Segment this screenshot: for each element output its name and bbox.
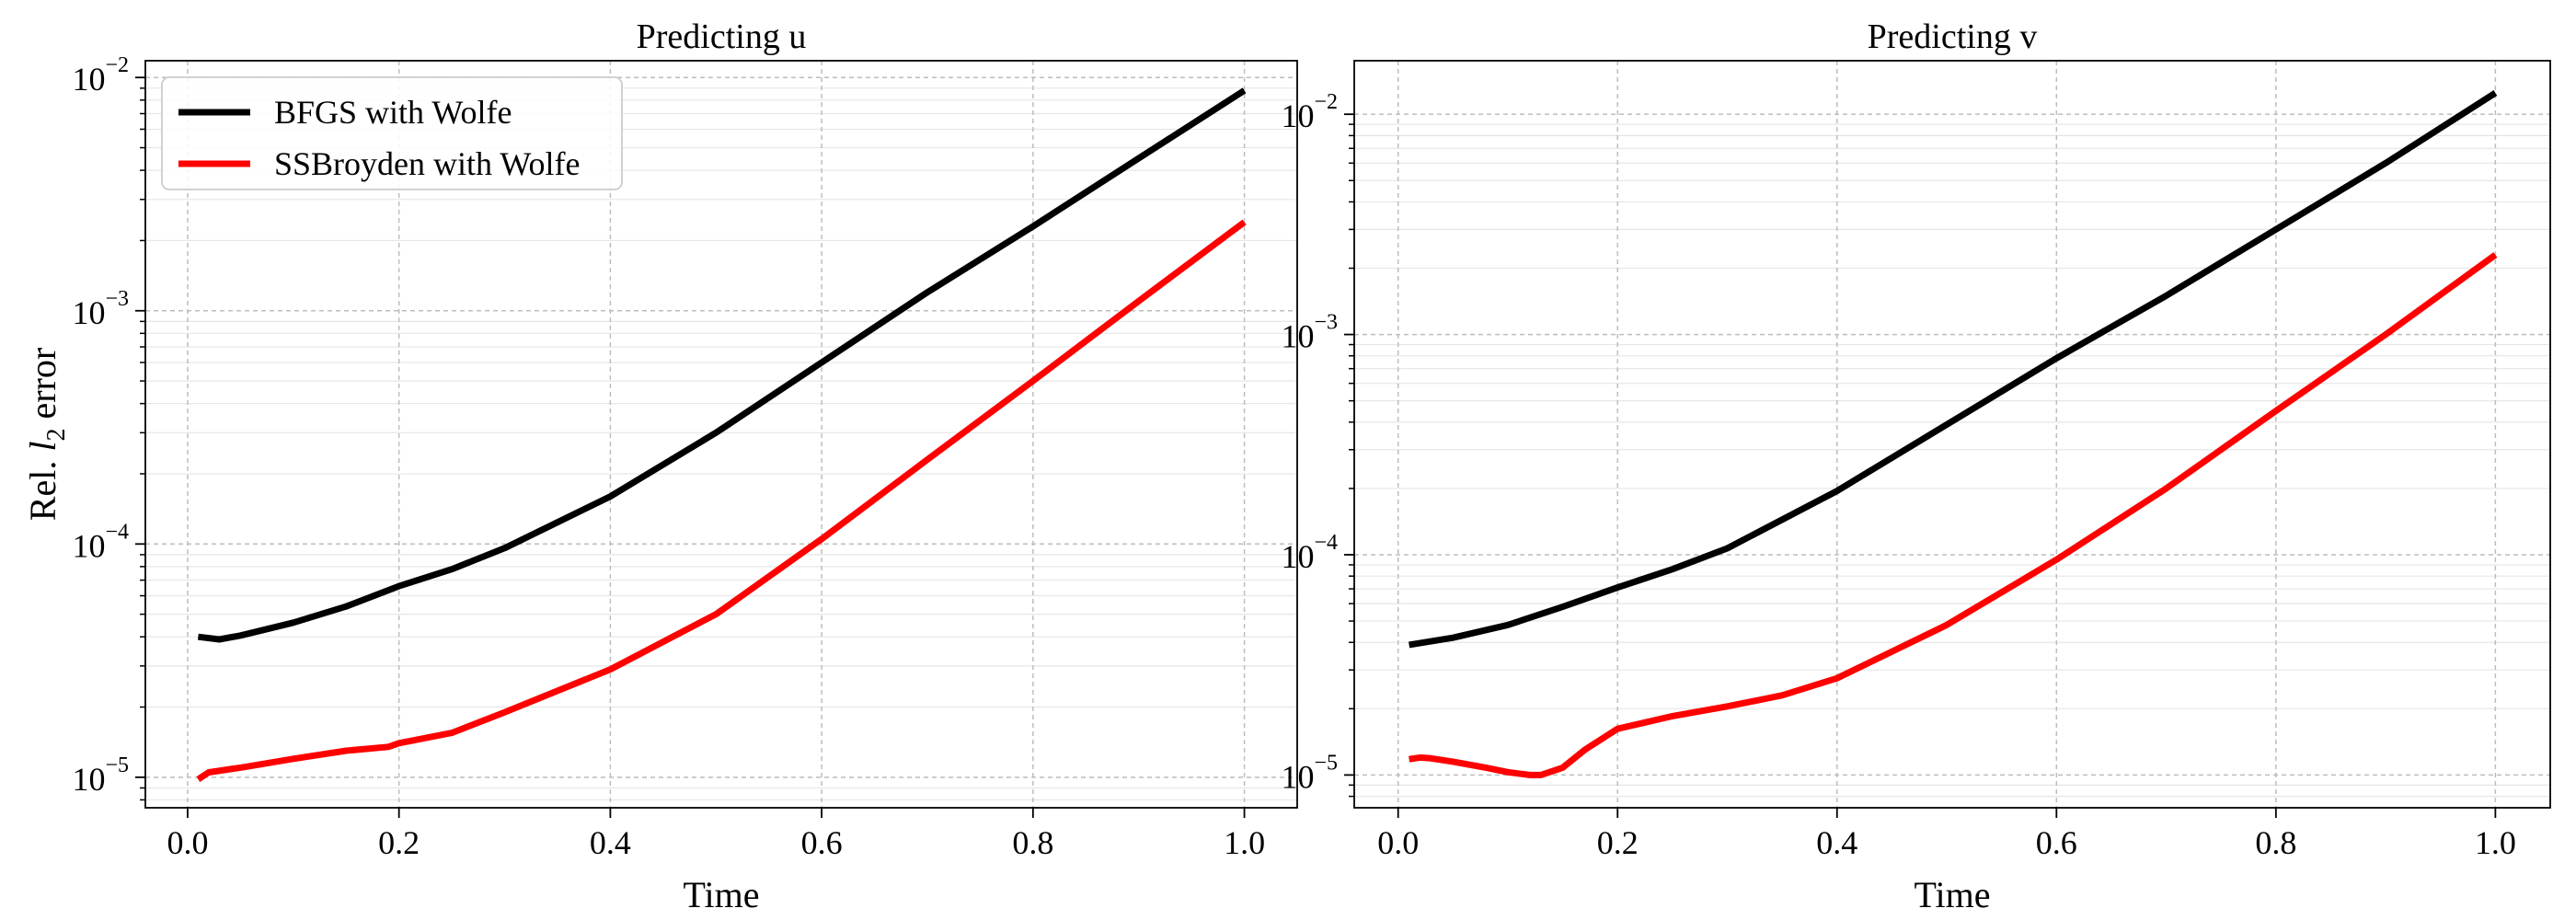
- y-axis-label: Rel. l2 error: [22, 348, 71, 521]
- y-tick-label-base: 10: [1281, 538, 1314, 575]
- y-tick-label-exponent: −3: [1314, 311, 1338, 335]
- x-tick-label: 0.6: [801, 824, 843, 861]
- x-tick-label: 0.6: [2036, 824, 2077, 861]
- x-tick-label: 1.0: [2475, 824, 2516, 861]
- chart-title: Predicting u: [637, 17, 807, 56]
- x-tick-label: 1.0: [1224, 824, 1265, 861]
- y-axis-label-prefix: Rel.: [22, 452, 63, 522]
- y-tick-label-exponent: −3: [105, 287, 129, 311]
- y-tick-label-exponent: −5: [105, 753, 129, 777]
- y-tick-label: 10−3: [72, 287, 129, 331]
- chart-predicting-u: 10−510−410−310−20.0 0.2 0.4 0.6 0.8 1.0Predic…: [22, 17, 1298, 915]
- y-tick-label: 10−3: [1281, 311, 1338, 355]
- x-axis-label: Time: [683, 874, 759, 915]
- x-tick-label: 0.0: [167, 824, 208, 861]
- y-tick-label: 10−4: [1281, 531, 1338, 575]
- chart-title: Predicting v: [1868, 17, 2038, 56]
- legend-label-bfgs: BFGS with Wolfe: [274, 94, 512, 131]
- x-axis-label: Time: [1914, 874, 1990, 915]
- y-tick-label: 10−5: [72, 753, 129, 798]
- x-tick-label: 0.8: [1012, 824, 1053, 861]
- y-tick-label-base: 10: [1281, 318, 1314, 355]
- y-axis-label-suffix: error: [22, 348, 63, 429]
- series-line-bfgs: [197, 87, 1247, 643]
- chart-predicting-v: 10−510−410−310−20.0 0.2 0.4 0.6 0.8 1.0Predic…: [1281, 17, 2551, 915]
- x-tick-label: 0.4: [1816, 824, 1857, 861]
- series-line-ssbroyden: [196, 219, 1247, 783]
- y-tick-label-exponent: −2: [1314, 90, 1338, 114]
- legend-label-ssbroyden: SSBroyden with Wolfe: [274, 145, 580, 182]
- x-tick-label: 0.0: [1377, 824, 1419, 861]
- y-tick-label-exponent: −5: [1314, 751, 1338, 775]
- y-tick-label-base: 10: [72, 61, 105, 98]
- y-tick-label: 10−2: [1281, 90, 1338, 134]
- y-axis-label-subscript: 2: [42, 429, 71, 442]
- y-axis-label-symbol: l: [22, 442, 63, 452]
- series-line-bfgs: [1409, 90, 2498, 649]
- y-tick-label-base: 10: [72, 294, 105, 331]
- y-tick-label-base: 10: [1281, 758, 1314, 795]
- x-tick-label: 0.8: [2255, 824, 2296, 861]
- plot-frame: [144, 60, 1298, 809]
- x-tick-label: 0.2: [378, 824, 420, 861]
- y-tick-label-exponent: −2: [105, 53, 129, 77]
- x-tick-label: 0.4: [590, 824, 631, 861]
- y-tick-label: 10−4: [72, 520, 129, 564]
- y-tick-label: 10−5: [1281, 751, 1338, 795]
- y-tick-label-base: 10: [72, 761, 105, 798]
- y-tick-label-base: 10: [1281, 98, 1314, 134]
- legend-box: [161, 76, 623, 190]
- series-line-ssbroyden: [1409, 252, 2498, 778]
- y-tick-label-exponent: −4: [105, 520, 129, 544]
- y-tick-label-exponent: −4: [1314, 531, 1338, 555]
- y-tick-label-base: 10: [72, 527, 105, 564]
- plot-frame: [1353, 60, 2551, 809]
- y-tick-label: 10−2: [72, 53, 129, 98]
- x-tick-label: 0.2: [1597, 824, 1639, 861]
